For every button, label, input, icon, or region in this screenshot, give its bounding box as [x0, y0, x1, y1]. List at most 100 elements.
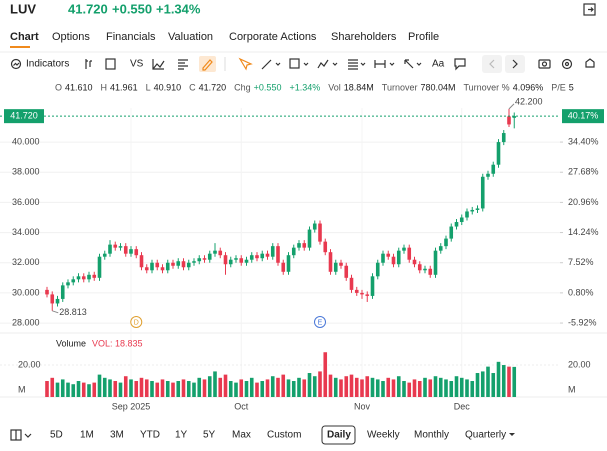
volume-bar [202, 379, 207, 397]
candle-body [323, 241, 328, 253]
x-tick-label: Sep 2025 [112, 401, 151, 411]
candle-body [512, 116, 517, 118]
period-button[interactable]: 3M [110, 430, 124, 441]
candle-body [244, 259, 249, 263]
tab[interactable]: Valuation [168, 31, 213, 43]
candle-body [412, 259, 417, 265]
volume-bar [417, 381, 422, 397]
candle-body [349, 277, 354, 290]
symbol: LUV [10, 1, 36, 16]
tab-underline [10, 46, 30, 48]
y2-tick-label: -5.92% [568, 317, 597, 327]
toolbar: Indicators VS Aa [10, 55, 595, 73]
compare-button[interactable]: VS [130, 59, 144, 70]
candle-body [228, 259, 233, 265]
layout-toggle[interactable] [10, 429, 32, 441]
event-label: E [318, 319, 323, 326]
volume-bar [459, 377, 464, 397]
y2-tick-label: 14.24% [568, 227, 599, 237]
volume-bar [491, 373, 496, 397]
volume-bar [265, 379, 270, 397]
info-value: 18.84M [344, 82, 374, 92]
volume-bar [297, 377, 301, 397]
period-button[interactable]: 1Y [175, 430, 188, 441]
period-button[interactable]: 1M [80, 430, 94, 441]
tab[interactable]: Profile [408, 31, 439, 43]
candle-body [118, 246, 123, 248]
volume-bar [412, 379, 417, 397]
info-label: Turnover % [464, 82, 510, 92]
volume-bar [181, 379, 186, 397]
candle-body [265, 253, 270, 257]
candle-body [438, 246, 443, 251]
candle-body [360, 292, 364, 295]
y-tick-label: 34.000 [12, 227, 40, 237]
volume-bar [286, 379, 291, 397]
info-label: H [101, 82, 108, 92]
candle-body [344, 265, 349, 278]
event-label: D [134, 319, 139, 326]
volume-bar [407, 382, 412, 397]
period-button[interactable]: Monthly [414, 430, 449, 441]
volume-bar [328, 374, 333, 397]
candle-body [396, 250, 401, 265]
y-tick-label: 38.000 [12, 167, 40, 177]
candle-body [139, 255, 144, 268]
candle-body [255, 255, 259, 259]
candle-body [454, 222, 459, 227]
tab[interactable]: Corporate Actions [229, 31, 317, 43]
info-label: O [55, 82, 62, 92]
candle-body [339, 262, 343, 266]
period-button[interactable]: 5Y [203, 430, 216, 441]
volume-bar [365, 376, 370, 397]
volume-bar [97, 374, 102, 397]
tab[interactable]: Chart [10, 31, 39, 43]
volume-unit: M [18, 384, 26, 394]
tab[interactable]: Financials [106, 31, 156, 43]
volume-bar [501, 365, 506, 397]
volume-bar [102, 377, 107, 397]
candle-body [60, 285, 65, 299]
info-label: L [146, 82, 151, 92]
candle-body [318, 223, 322, 242]
candle-body [370, 276, 375, 296]
period-button[interactable]: Quarterly [465, 430, 506, 441]
candle-body [171, 262, 175, 266]
event-marker [314, 316, 326, 328]
volume-bar [349, 374, 354, 397]
volume-bar [291, 381, 296, 397]
volume-bar [113, 381, 118, 397]
volume-bar [249, 377, 254, 397]
volume-bar [108, 379, 112, 397]
period-button[interactable]: 5D [50, 430, 63, 441]
info-label: Turnover [382, 82, 418, 92]
tab[interactable]: Options [52, 31, 90, 43]
volume-bar [239, 379, 244, 397]
candle-body [276, 246, 280, 263]
candle-body [134, 249, 139, 256]
period-button[interactable]: Daily [327, 430, 351, 441]
volume-bar [423, 377, 427, 397]
indicators-button[interactable]: Indicators [26, 59, 69, 70]
y-tick-label: 32.000 [12, 257, 40, 267]
candle-body [87, 274, 91, 280]
volume-bar [45, 381, 49, 397]
tab[interactable]: Shareholders [331, 31, 397, 43]
period-button[interactable]: Weekly [367, 430, 400, 441]
info-value: +1.34% [289, 82, 320, 92]
period-button[interactable]: Custom [267, 430, 301, 441]
exit-button[interactable] [583, 3, 596, 16]
period-button[interactable]: Max [232, 430, 251, 441]
candle-body [92, 274, 97, 278]
candle-body [150, 262, 154, 271]
period-button[interactable]: YTD [140, 430, 160, 441]
y2-tick-label: 20.96% [568, 197, 599, 207]
info-value: 4.096% [513, 82, 544, 92]
volume-bar [260, 381, 265, 397]
text-tool[interactable]: Aa [432, 59, 445, 70]
candle-body [496, 142, 501, 165]
x-tick-label: Dec [454, 401, 471, 411]
price: 41.720 [68, 1, 108, 16]
candle-body [328, 252, 333, 272]
